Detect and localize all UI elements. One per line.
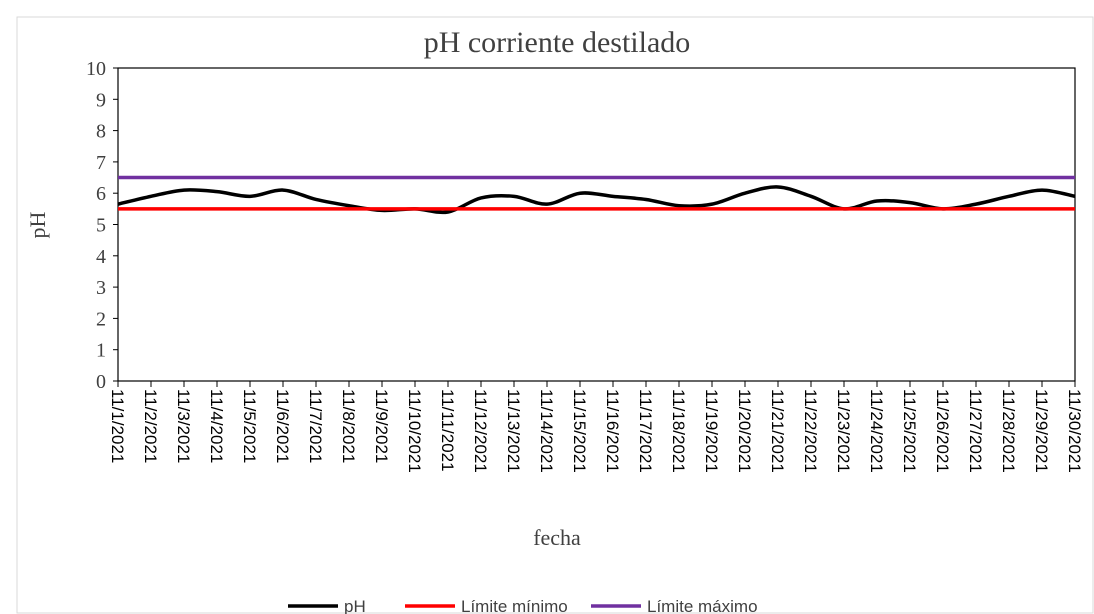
- legend-item: Límite máximo: [591, 597, 758, 614]
- y-tick-label: 1: [96, 340, 106, 362]
- x-tick-label: 11/16/2021: [603, 389, 622, 473]
- y-tick-label: 0: [96, 371, 106, 393]
- chart-frame: [16, 16, 1094, 614]
- x-tick-label: 11/7/2021: [306, 389, 325, 463]
- x-tick-label: 11/1/2021: [108, 389, 127, 463]
- x-tick-label: 11/30/2021: [1065, 389, 1084, 473]
- x-tick-label: 11/13/2021: [504, 389, 523, 473]
- x-tick-label: 11/11/2021: [438, 389, 457, 472]
- x-tick-label: 11/24/2021: [867, 389, 886, 473]
- y-tick-label: 7: [96, 152, 106, 174]
- x-tick-label: 11/2/2021: [141, 389, 160, 463]
- x-tick-label: 11/29/2021: [1032, 389, 1051, 473]
- legend-item: pH: [288, 597, 366, 614]
- y-tick-label: 6: [96, 183, 106, 205]
- y-tick-label: 5: [96, 215, 106, 237]
- x-tick-label: 11/3/2021: [174, 389, 193, 463]
- y-tick-label: 9: [96, 89, 106, 111]
- legend-item: Límite mínimo: [405, 597, 568, 614]
- x-tick-label: 11/20/2021: [735, 389, 754, 473]
- x-tick-label: 11/6/2021: [273, 389, 292, 463]
- x-tick-label: 11/4/2021: [207, 389, 226, 463]
- x-tick-label: 11/12/2021: [471, 389, 490, 473]
- chart-title: pH corriente destilado: [424, 26, 691, 59]
- x-tick-label: 11/5/2021: [240, 389, 259, 463]
- legend-label: pH: [344, 597, 366, 614]
- x-tick-label: 11/15/2021: [570, 389, 589, 473]
- x-tick-label: 11/17/2021: [636, 389, 655, 473]
- x-axis-label: fecha: [533, 525, 581, 550]
- x-tick-label: 11/27/2021: [966, 389, 985, 473]
- x-tick-label: 11/25/2021: [900, 389, 919, 473]
- x-tick-label: 11/10/2021: [405, 389, 424, 473]
- x-tick-label: 11/18/2021: [669, 389, 688, 473]
- y-tick-label: 3: [96, 277, 106, 299]
- y-tick-label: 2: [96, 308, 106, 330]
- x-tick-label: 11/9/2021: [372, 389, 391, 463]
- y-tick-label: 8: [96, 121, 106, 143]
- y-tick-label: 4: [96, 246, 106, 268]
- legend-label: Límite máximo: [647, 597, 758, 614]
- x-tick-label: 11/28/2021: [999, 389, 1018, 473]
- x-tick-label: 11/8/2021: [339, 389, 358, 463]
- y-axis-label: pH: [25, 211, 50, 238]
- legend-label: Límite mínimo: [461, 597, 568, 614]
- y-tick-label: 10: [86, 58, 106, 80]
- x-tick-label: 11/21/2021: [768, 389, 787, 473]
- x-tick-label: 11/26/2021: [933, 389, 952, 473]
- x-tick-label: 11/14/2021: [537, 389, 556, 473]
- x-tick-label: 11/19/2021: [702, 389, 721, 473]
- x-tick-label: 11/22/2021: [801, 389, 820, 473]
- data-line: [117, 185, 1076, 215]
- x-tick-label: 11/23/2021: [834, 389, 853, 473]
